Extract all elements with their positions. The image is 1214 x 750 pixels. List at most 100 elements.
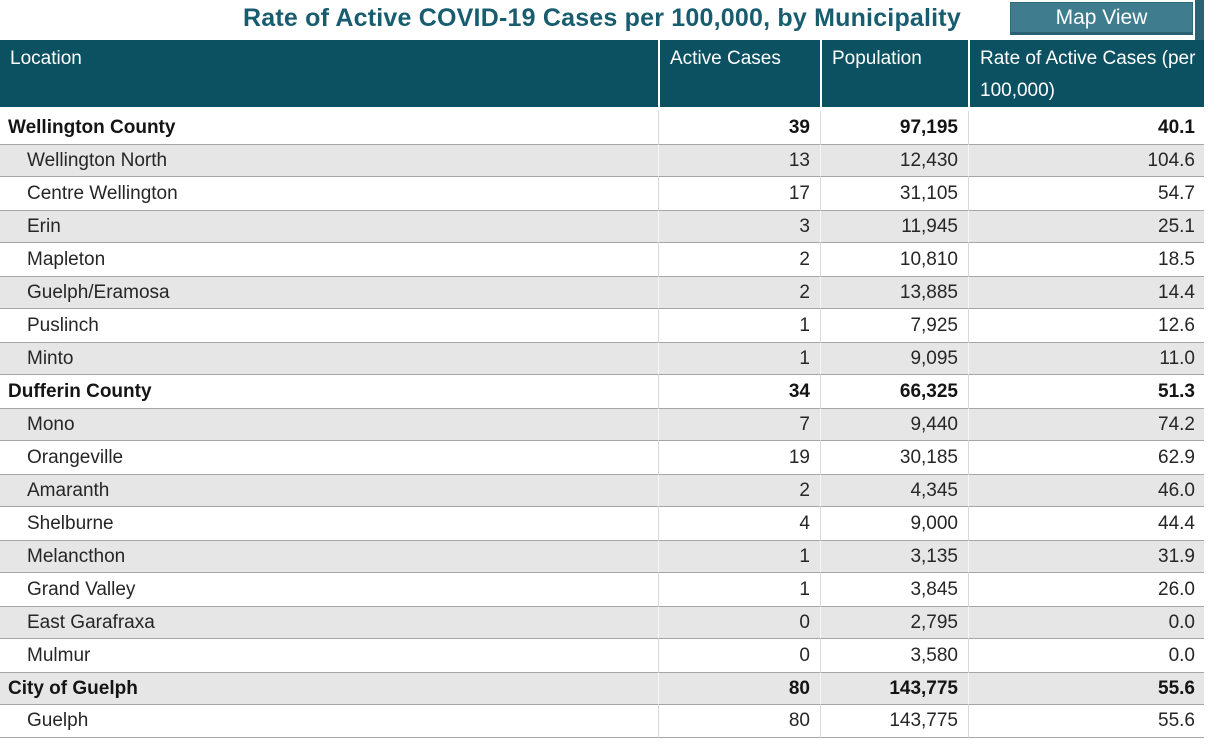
cell-active-cases: 17 bbox=[658, 177, 820, 210]
cell-active-cases: 1 bbox=[658, 573, 820, 606]
table-row: Mulmur 0 3,580 0.0 bbox=[0, 639, 1204, 672]
cell-rate: 54.7 bbox=[968, 177, 1204, 210]
cell-population: 143,775 bbox=[820, 705, 968, 738]
cell-active-cases: 80 bbox=[658, 672, 820, 705]
cell-population: 13,885 bbox=[820, 276, 968, 309]
cell-population: 4,345 bbox=[820, 474, 968, 507]
cell-location: Wellington North bbox=[0, 144, 658, 177]
table-row: Puslinch 1 7,925 12.6 bbox=[0, 309, 1204, 342]
cell-active-cases: 39 bbox=[658, 111, 820, 144]
cell-location: City of Guelph bbox=[0, 672, 658, 705]
cell-active-cases: 1 bbox=[658, 342, 820, 375]
covid-rate-table: Location Active Cases Population Rate of… bbox=[0, 40, 1204, 738]
cell-population: 9,440 bbox=[820, 408, 968, 441]
cell-rate: 0.0 bbox=[968, 606, 1204, 639]
cell-active-cases: 13 bbox=[658, 144, 820, 177]
map-view-button[interactable]: Map View bbox=[1010, 2, 1193, 35]
cell-active-cases: 2 bbox=[658, 276, 820, 309]
table-row: Wellington County 39 97,195 40.1 bbox=[0, 111, 1204, 144]
cell-active-cases: 19 bbox=[658, 441, 820, 474]
cell-active-cases: 3 bbox=[658, 210, 820, 243]
table-header: Location Active Cases Population Rate of… bbox=[0, 40, 1204, 111]
cell-rate: 104.6 bbox=[968, 144, 1204, 177]
cell-active-cases: 1 bbox=[658, 309, 820, 342]
cell-rate: 12.6 bbox=[968, 309, 1204, 342]
cell-population: 3,580 bbox=[820, 639, 968, 672]
column-header-location: Location bbox=[0, 40, 658, 111]
cell-rate: 25.1 bbox=[968, 210, 1204, 243]
page-title: Rate of Active COVID-19 Cases per 100,00… bbox=[243, 4, 961, 32]
table-row: Mono 7 9,440 74.2 bbox=[0, 408, 1204, 441]
cell-population: 2,795 bbox=[820, 606, 968, 639]
column-header-rate: Rate of Active Cases (per 100,000) bbox=[968, 40, 1204, 111]
cell-rate: 26.0 bbox=[968, 573, 1204, 606]
cell-rate: 40.1 bbox=[968, 111, 1204, 144]
cell-location: Erin bbox=[0, 210, 658, 243]
cell-population: 9,000 bbox=[820, 507, 968, 540]
cell-rate: 18.5 bbox=[968, 243, 1204, 276]
table-row: Wellington North 13 12,430 104.6 bbox=[0, 144, 1204, 177]
table-row: Minto 1 9,095 11.0 bbox=[0, 342, 1204, 375]
cell-active-cases: 2 bbox=[658, 474, 820, 507]
table-row: Shelburne 4 9,000 44.4 bbox=[0, 507, 1204, 540]
table-row: Guelph 80 143,775 55.6 bbox=[0, 705, 1204, 738]
cell-rate: 46.0 bbox=[968, 474, 1204, 507]
cell-location: Minto bbox=[0, 342, 658, 375]
cell-population: 7,925 bbox=[820, 309, 968, 342]
cell-rate: 44.4 bbox=[968, 507, 1204, 540]
cell-population: 11,945 bbox=[820, 210, 968, 243]
table-row: Guelph/Eramosa 2 13,885 14.4 bbox=[0, 276, 1204, 309]
table-body: Wellington County 39 97,195 40.1 Wellington … bbox=[0, 111, 1204, 738]
cell-location: Amaranth bbox=[0, 474, 658, 507]
cell-population: 12,430 bbox=[820, 144, 968, 177]
table-row: City of Guelph 80 143,775 55.6 bbox=[0, 672, 1204, 705]
cell-location: Centre Wellington bbox=[27, 182, 178, 204]
cell-active-cases: 34 bbox=[658, 375, 820, 408]
cell-rate: 11.0 bbox=[968, 342, 1204, 375]
cell-population: 31,105 bbox=[820, 177, 968, 210]
cell-location: Mulmur bbox=[27, 644, 91, 666]
table-row: Amaranth 2 4,345 46.0 bbox=[0, 474, 1204, 507]
cell-rate: 55.6 bbox=[968, 672, 1204, 705]
cell-rate: 0.0 bbox=[968, 639, 1204, 672]
cell-active-cases: 80 bbox=[658, 705, 820, 738]
cell-location: Puslinch bbox=[27, 314, 99, 336]
cell-rate: 74.2 bbox=[968, 408, 1204, 441]
cell-population: 66,325 bbox=[820, 375, 968, 408]
column-header-active-cases: Active Cases bbox=[658, 40, 820, 111]
cell-location: Melancthon bbox=[0, 540, 658, 573]
table-row: Dufferin County 34 66,325 51.3 bbox=[0, 375, 1204, 408]
cell-population: 9,095 bbox=[820, 342, 968, 375]
cell-active-cases: 7 bbox=[658, 408, 820, 441]
column-header-population: Population bbox=[820, 40, 968, 111]
cell-location: Mapleton bbox=[27, 248, 106, 270]
cell-location: Shelburne bbox=[27, 512, 114, 534]
table-row: Grand Valley 1 3,845 26.0 bbox=[0, 573, 1204, 606]
cell-population: 3,845 bbox=[820, 573, 968, 606]
cell-rate: 51.3 bbox=[968, 375, 1204, 408]
cell-rate: 62.9 bbox=[968, 441, 1204, 474]
cell-location: Grand Valley bbox=[27, 578, 136, 600]
cell-rate: 14.4 bbox=[968, 276, 1204, 309]
cell-active-cases: 2 bbox=[658, 243, 820, 276]
cell-population: 30,185 bbox=[820, 441, 968, 474]
cell-active-cases: 4 bbox=[658, 507, 820, 540]
corner-accent bbox=[1195, 0, 1204, 40]
cell-population: 3,135 bbox=[820, 540, 968, 573]
table-row: East Garafraxa 0 2,795 0.0 bbox=[0, 606, 1204, 639]
cell-population: 143,775 bbox=[820, 672, 968, 705]
cell-active-cases: 1 bbox=[658, 540, 820, 573]
cell-location: Guelph/Eramosa bbox=[0, 276, 658, 309]
cell-location: Dufferin County bbox=[8, 380, 152, 402]
top-bar: Rate of Active COVID-19 Cases per 100,00… bbox=[0, 0, 1204, 40]
cell-population: 10,810 bbox=[820, 243, 968, 276]
cell-active-cases: 0 bbox=[658, 639, 820, 672]
table-row: Mapleton 2 10,810 18.5 bbox=[0, 243, 1204, 276]
cell-location: Wellington County bbox=[8, 116, 176, 138]
cell-rate: 55.6 bbox=[968, 705, 1204, 738]
cell-location: Orangeville bbox=[27, 446, 124, 468]
table-row: Orangeville 19 30,185 62.9 bbox=[0, 441, 1204, 474]
cell-location: Mono bbox=[0, 408, 658, 441]
table-row: Centre Wellington 17 31,105 54.7 bbox=[0, 177, 1204, 210]
cell-rate: 31.9 bbox=[968, 540, 1204, 573]
